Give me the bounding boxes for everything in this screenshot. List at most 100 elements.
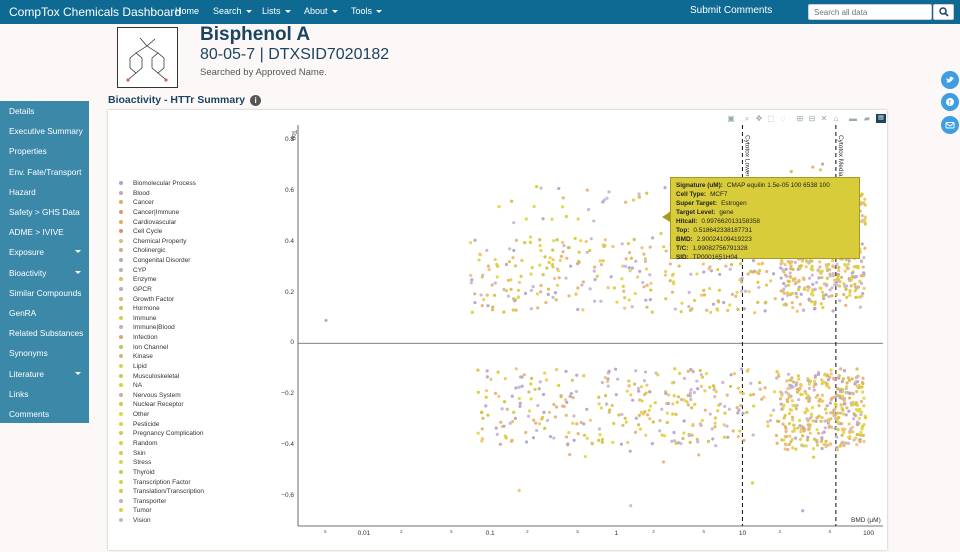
email-button[interactable] xyxy=(941,116,959,134)
nav-search[interactable]: Search xyxy=(213,6,252,16)
data-point xyxy=(718,272,722,277)
data-point xyxy=(815,443,820,447)
legend-item[interactable]: Immune|Blood xyxy=(119,324,175,331)
sidebar-item-executive-summary[interactable]: Executive Summary xyxy=(9,126,83,137)
nav-home[interactable]: Home xyxy=(175,6,199,16)
nav-about[interactable]: About xyxy=(304,6,338,16)
legend-item[interactable]: Thyroid xyxy=(119,469,155,476)
sidebar-item-comments[interactable]: Comments xyxy=(9,409,50,419)
legend-item[interactable]: Stress xyxy=(119,459,151,466)
legend-item[interactable]: Infection xyxy=(119,334,158,341)
sidebar-item-related-substances[interactable]: Related Substances xyxy=(9,328,84,339)
legend-item[interactable]: Cancer|Immune xyxy=(119,209,179,216)
legend-item[interactable]: Random xyxy=(119,440,158,447)
data-point xyxy=(567,430,571,435)
legend-item[interactable]: Vision xyxy=(119,517,151,524)
search-button[interactable] xyxy=(933,4,954,20)
section-title: Bioactivity - HTTr Summary i xyxy=(108,94,262,106)
search-input[interactable] xyxy=(808,4,932,20)
zoom-icon[interactable]: ⌕ xyxy=(744,114,750,123)
legend-item[interactable]: Blood xyxy=(119,190,150,197)
data-point xyxy=(784,284,788,288)
sidebar-item-exposure[interactable]: Exposure xyxy=(9,247,45,258)
legend-item[interactable]: Pesticide xyxy=(119,421,159,428)
legend-item[interactable]: Skin xyxy=(119,450,146,457)
chemical-structure-image[interactable] xyxy=(117,27,178,88)
sidebar-item-synonyms[interactable]: Synonyms xyxy=(9,348,48,359)
lasso-icon[interactable]: ◌ xyxy=(780,114,786,123)
legend-item[interactable]: Cancer xyxy=(119,199,154,206)
legend-marker xyxy=(119,200,123,205)
box-select-icon[interactable]: ⬚ xyxy=(767,114,775,123)
legend-item[interactable]: Kinase xyxy=(119,353,153,360)
sidebar-item-similar-compounds[interactable]: Similar Compounds xyxy=(9,287,82,298)
sidebar-item-adme-ivive[interactable]: ADME > IVIVE xyxy=(9,227,64,238)
sidebar-item-links[interactable]: Links xyxy=(9,388,29,399)
sidebar-item-literature[interactable]: Literature xyxy=(9,368,45,379)
submit-comments-link[interactable]: Submit Comments xyxy=(690,5,773,16)
nav-lists[interactable]: Lists xyxy=(262,6,291,16)
legend-item[interactable]: GPCR xyxy=(119,286,152,293)
legend-item[interactable]: Growth Factor xyxy=(119,296,174,303)
legend-item[interactable]: Ion Channel xyxy=(119,344,168,351)
pan-icon[interactable]: ✥ xyxy=(755,114,763,123)
legend-item[interactable]: Other xyxy=(119,411,149,418)
data-point xyxy=(784,426,788,431)
legend-item[interactable]: Tumor xyxy=(119,507,152,514)
legend-item[interactable]: Cardiovascular xyxy=(119,219,176,226)
legend-item[interactable]: CYP xyxy=(119,267,146,274)
data-point xyxy=(784,434,789,439)
legend-item[interactable]: Pregnancy Complication xyxy=(119,430,203,437)
data-point xyxy=(791,418,795,422)
camera-icon[interactable]: ▣ xyxy=(727,114,735,123)
legend-item[interactable]: Transporter xyxy=(119,498,166,505)
legend-item[interactable]: Hormone xyxy=(119,305,160,312)
legend-item[interactable]: Nervous System xyxy=(119,392,181,399)
nav-tools[interactable]: Tools xyxy=(351,6,383,16)
legend-marker xyxy=(119,286,123,291)
legend-item[interactable]: Nuclear Receptor xyxy=(119,401,184,408)
sidebar-item-safety-ghs-data[interactable]: Safety > GHS Data xyxy=(9,207,80,217)
brand-link[interactable]: CompTox Chemicals Dashboard xyxy=(9,5,182,19)
legend-item[interactable]: Translation/Transcription xyxy=(119,488,204,495)
sidebar-item-properties[interactable]: Properties xyxy=(9,146,47,157)
data-point xyxy=(686,403,690,407)
zoom-out-icon[interactable]: ⊟ xyxy=(808,114,816,123)
sidebar-item-genra[interactable]: GenRA xyxy=(9,308,37,318)
sidebar-item-bioactivity[interactable]: Bioactivity xyxy=(9,267,47,278)
data-point xyxy=(517,396,521,401)
legend-item[interactable]: Immune xyxy=(119,315,156,322)
legend-item[interactable]: Transcription Factor xyxy=(119,479,191,486)
data-point xyxy=(809,412,814,416)
legend-item[interactable]: NA xyxy=(119,382,142,389)
data-point xyxy=(567,294,571,298)
sidebar-item-env-fate-transport[interactable]: Env. Fate/Transport xyxy=(9,166,82,177)
sidebar-item-hazard[interactable]: Hazard xyxy=(9,186,36,197)
data-point xyxy=(762,395,766,399)
legend-item[interactable]: Cell Cycle xyxy=(119,228,162,235)
data-point xyxy=(725,393,729,397)
sidebar-item-details[interactable]: Details xyxy=(9,106,35,116)
data-point xyxy=(531,436,536,440)
home-icon[interactable]: ⌂ xyxy=(833,114,839,123)
legend-item[interactable]: Chemical Property xyxy=(119,238,186,245)
legend-item[interactable]: Lipid xyxy=(119,363,147,370)
legend-item[interactable]: Musculoskeletal xyxy=(119,373,179,380)
legend-item[interactable]: Cholinergic xyxy=(119,247,166,254)
legend-item[interactable]: Congenital Disorder xyxy=(119,257,190,264)
hover-closest-icon[interactable]: ▰ xyxy=(863,114,871,123)
data-point xyxy=(790,301,794,305)
facebook-button[interactable]: f xyxy=(941,93,959,111)
zoom-in-icon[interactable]: ⊞ xyxy=(796,114,804,123)
legend-item[interactable]: Biomolecular Process xyxy=(119,180,196,187)
autoscale-icon[interactable]: ✕ xyxy=(820,114,828,123)
data-point xyxy=(729,263,734,267)
data-point xyxy=(710,427,714,431)
data-point xyxy=(557,276,561,280)
twitter-button[interactable] xyxy=(941,71,959,89)
legend-item[interactable]: Enzyme xyxy=(119,276,156,283)
spike-lines-icon[interactable]: ▬ xyxy=(849,114,857,123)
info-icon[interactable]: i xyxy=(250,94,262,106)
data-point xyxy=(855,423,859,427)
plotly-logo-icon[interactable]: ▤ xyxy=(876,114,886,123)
